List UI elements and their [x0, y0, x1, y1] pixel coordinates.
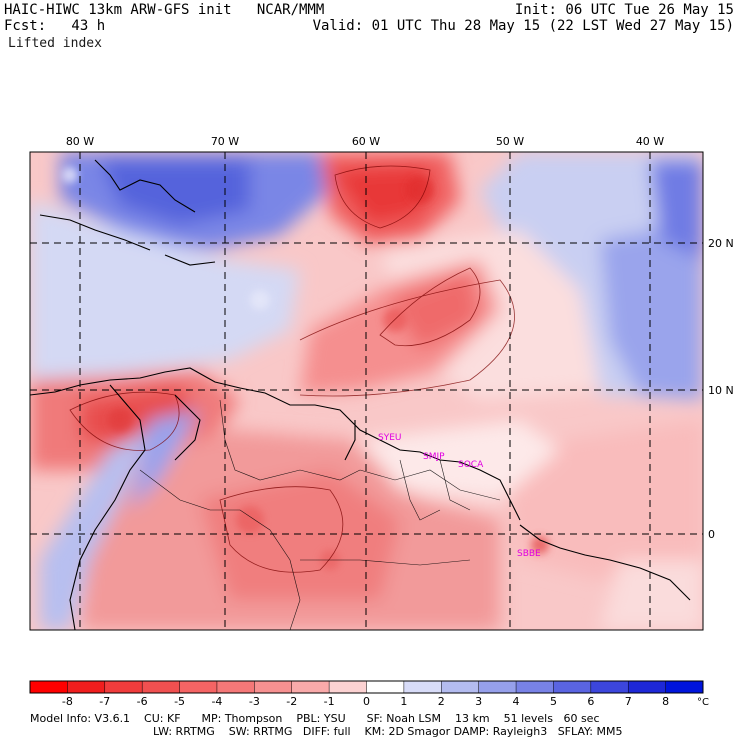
colorbar-label: -8 — [62, 695, 73, 708]
colorbar-swatch — [104, 681, 143, 693]
colorbar-swatch — [329, 681, 367, 693]
map-field — [30, 152, 703, 630]
colorbar-swatch — [142, 681, 180, 693]
colorbar-swatch — [441, 681, 479, 693]
colorbar-label: -1 — [324, 695, 335, 708]
colorbar-swatch — [403, 681, 442, 693]
colorbar-label: 3 — [475, 695, 482, 708]
colorbar-label: 8 — [662, 695, 669, 708]
model-title: HAIC-HIWC 13km ARW-GFS init NCAR/MMM — [4, 2, 325, 18]
graticule — [30, 152, 703, 630]
colorbar-label: -5 — [174, 695, 185, 708]
longitude-labels: 80 W 70 W 60 W 50 W 40 W — [66, 135, 664, 148]
lat-label: 0 — [708, 528, 715, 541]
lon-label: 50 W — [496, 135, 524, 148]
colorbar-label: 1 — [400, 695, 407, 708]
colorbar: -8 -7 -6 -5 -4 -3 -2 -1 0 1 2 3 4 5 6 7 8 °C — [29, 680, 709, 708]
field-name: Lifted index — [8, 36, 102, 51]
colorbar-label: 0 — [363, 695, 370, 708]
colorbar-label: -3 — [249, 695, 260, 708]
station-label: SOCA — [458, 460, 484, 470]
model-info-line1: Model Info: V3.6.1 CU: KF MP: Thompson P… — [30, 712, 600, 725]
colorbar-swatch — [628, 681, 666, 693]
colorbar-swatch — [216, 681, 255, 693]
colorbar-swatch — [30, 681, 68, 693]
station-labels: SYEU SMJP SOCA SBBE — [378, 433, 541, 559]
contour-lines — [69, 165, 515, 573]
colorbar-label: 2 — [438, 695, 445, 708]
colorbar-label: -2 — [286, 695, 297, 708]
colorbar-label: 7 — [625, 695, 632, 708]
colorbar-unit: °C — [697, 697, 709, 708]
init-time: Init: 06 UTC Tue 26 May 15 — [514, 2, 734, 18]
colorbar-swatch — [553, 681, 592, 693]
forecast-hour: Fcst: 43 h — [4, 18, 106, 34]
lon-label: 40 W — [636, 135, 664, 148]
colorbar-label: 4 — [513, 695, 520, 708]
colorbar-swatch — [366, 681, 405, 693]
colorbar-label: -4 — [211, 695, 222, 708]
lon-label: 70 W — [211, 135, 239, 148]
colorbar-label: -7 — [99, 695, 110, 708]
colorbar-swatch — [665, 681, 704, 693]
colorbar-swatch — [516, 681, 554, 693]
station-label: SMJP — [423, 452, 445, 462]
colorbar-label: 5 — [550, 695, 557, 708]
colorbar-swatch — [590, 681, 629, 693]
lat-label: 20 N — [708, 237, 734, 250]
model-info-line2: LW: RRTMG SW: RRTMG DIFF: full KM: 2D Sm… — [153, 725, 623, 738]
coastlines — [30, 159, 691, 630]
latitude-labels: 20 N 10 N 0 — [708, 237, 734, 541]
colorbar-swatch — [478, 681, 517, 693]
colorbar-swatch — [67, 681, 106, 693]
colorbar-label: -6 — [137, 695, 148, 708]
station-label: SYEU — [378, 433, 401, 443]
lon-label: 80 W — [66, 135, 94, 148]
colorbar-label: 6 — [587, 695, 594, 708]
colorbar-swatch — [291, 681, 330, 693]
colorbar-swatch — [254, 681, 293, 693]
lat-label: 10 N — [708, 384, 734, 397]
valid-time: Valid: 01 UTC Thu 28 May 15 (22 LST Wed … — [312, 18, 734, 34]
lon-label: 60 W — [352, 135, 380, 148]
colorbar-swatch — [179, 681, 218, 693]
map-frame — [29, 151, 704, 631]
station-label: SBBE — [517, 549, 541, 559]
